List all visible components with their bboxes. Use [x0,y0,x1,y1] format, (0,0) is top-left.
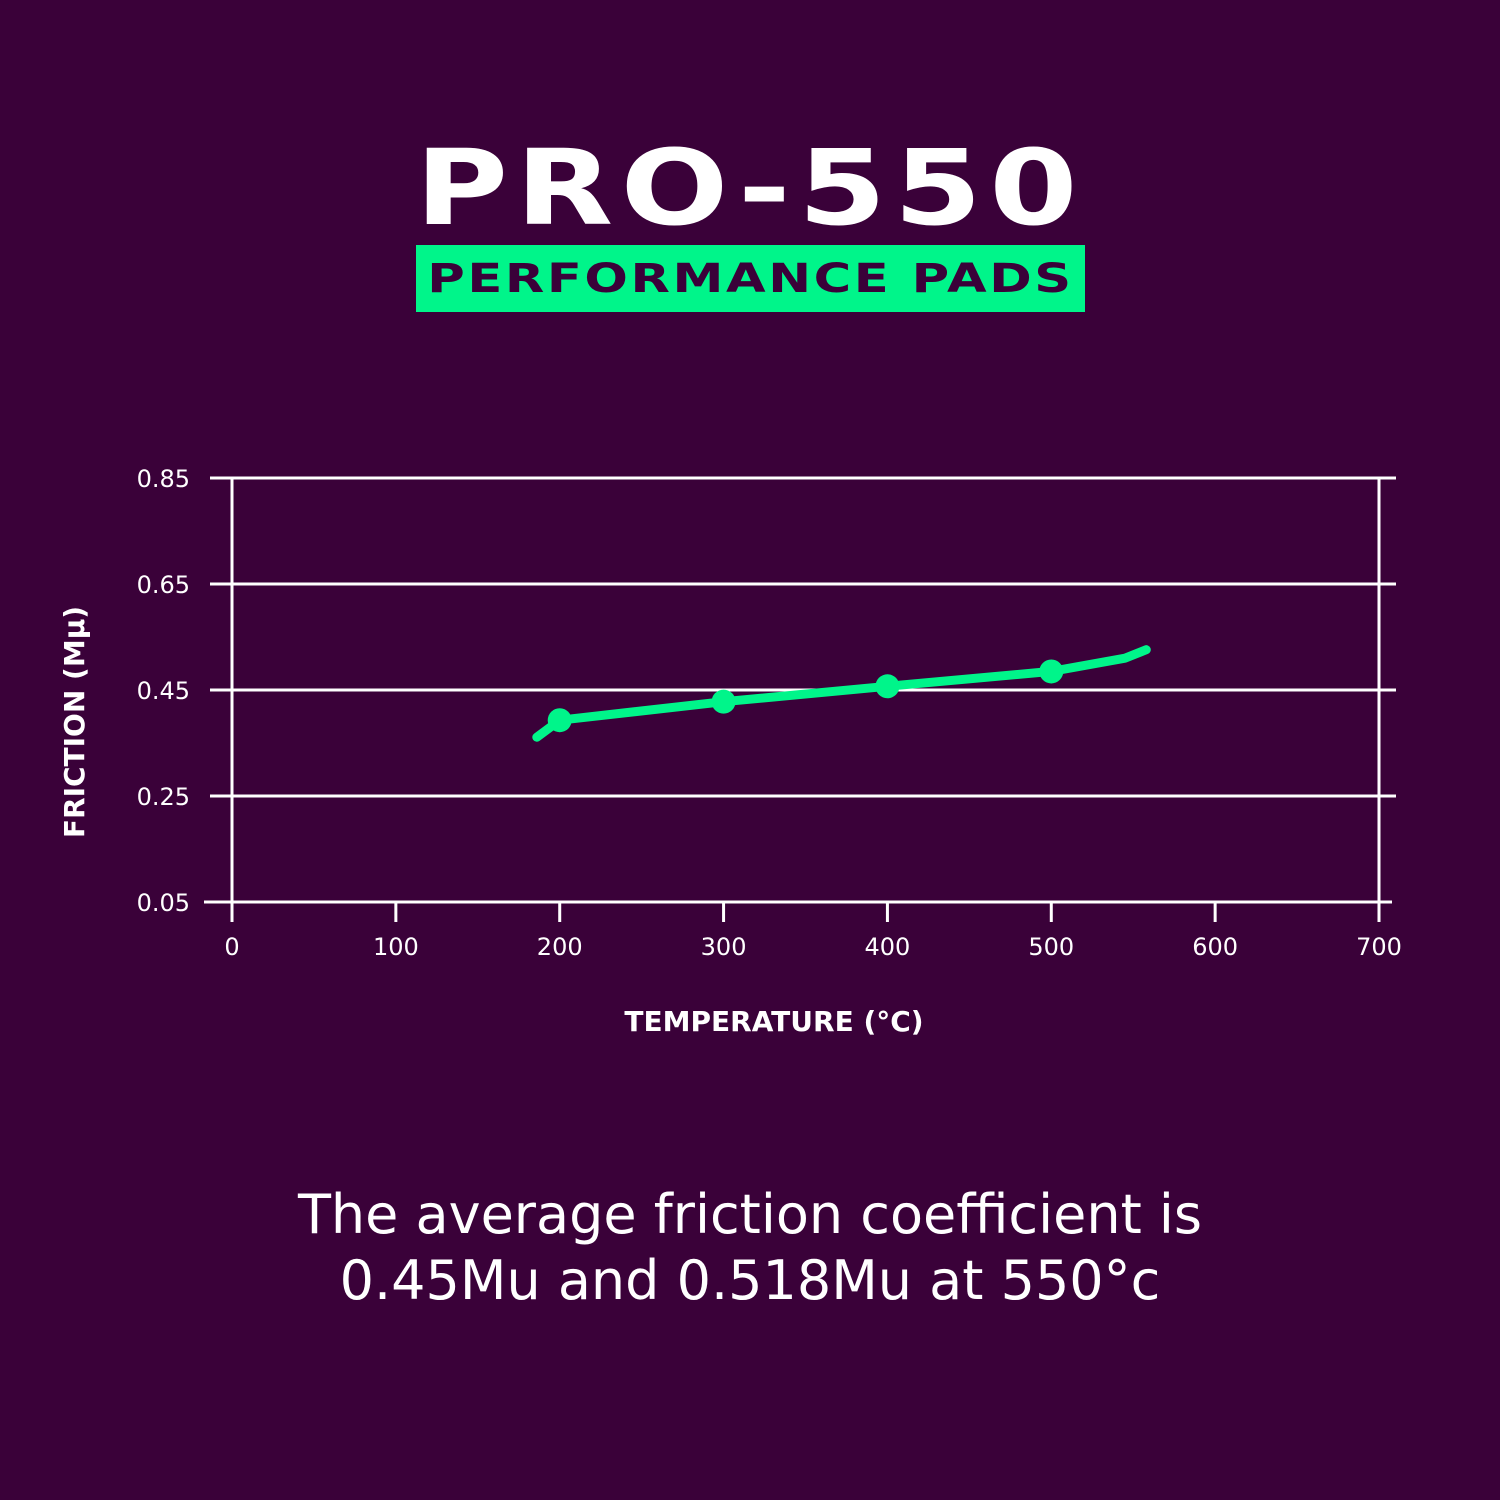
y-tick-label: 0.25 [137,783,190,811]
x-tick-label: 200 [537,933,583,961]
data-point [1039,659,1064,684]
caption-line-1: The average friction coefficient is [297,1183,1203,1246]
caption: The average friction coefficient is 0.45… [0,1182,1500,1314]
y-tick-label: 0.85 [137,465,190,493]
x-tick-label: 100 [373,933,419,961]
x-tick-label: 700 [1356,933,1402,961]
y-axis-label: FRICTION (Mμ) [58,606,91,838]
x-tick-label: 400 [865,933,911,961]
data-point [875,674,900,699]
x-tick-label: 0 [224,933,239,961]
x-axis-label: TEMPERATURE (°C) [624,1005,923,1038]
product-title: PRO-550 [415,127,1085,249]
y-tick-label: 0.65 [137,571,190,599]
y-tick-label: 0.05 [137,889,190,917]
y-tick-label: 0.45 [137,677,190,705]
caption-line-2: 0.45Mu and 0.518Mu at 550°c [339,1249,1161,1312]
friction-chart: 0.05 0.25 0.45 0.65 0.85 0 100 200 300 400 500 600 7… [58,465,1402,1038]
subtitle-badge: PERFORMANCE PADS [416,245,1085,312]
x-tick-label: 600 [1192,933,1238,961]
subtitle: PERFORMANCE PADS [427,255,1074,302]
x-tick-label: 500 [1028,933,1074,961]
x-tick-label: 300 [701,933,747,961]
data-point [711,689,736,714]
data-point [547,708,572,733]
